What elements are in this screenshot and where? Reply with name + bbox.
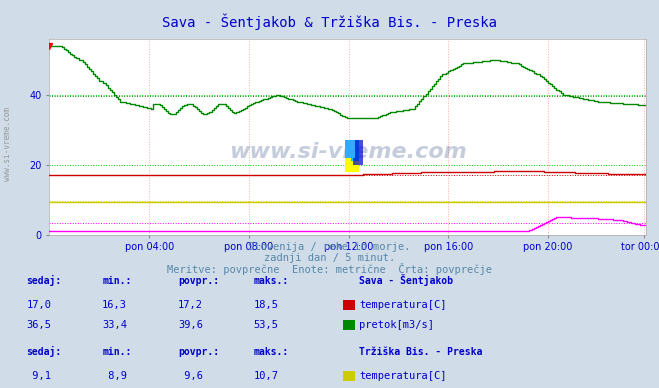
Text: 33,4: 33,4 [102, 320, 127, 330]
Text: min.:: min.: [102, 346, 132, 357]
Text: 53,5: 53,5 [254, 320, 279, 330]
Bar [345, 140, 355, 158]
Text: 36,5: 36,5 [26, 320, 51, 330]
Bar [353, 140, 363, 165]
Text: www.si-vreme.com: www.si-vreme.com [3, 107, 13, 180]
Text: sedaj:: sedaj: [26, 275, 61, 286]
Text: 18,5: 18,5 [254, 300, 279, 310]
Text: min.:: min.: [102, 276, 132, 286]
Bar [345, 140, 359, 172]
Text: temperatura[C]: temperatura[C] [359, 300, 447, 310]
Text: 16,3: 16,3 [102, 300, 127, 310]
Text: maks.:: maks.: [254, 276, 289, 286]
Text: pretok[m3/s]: pretok[m3/s] [359, 320, 434, 330]
Text: 39,6: 39,6 [178, 320, 203, 330]
Bar [351, 140, 359, 161]
Text: povpr.:: povpr.: [178, 276, 219, 286]
Text: 8,9: 8,9 [102, 371, 127, 381]
Text: Tržiška Bis. - Preska: Tržiška Bis. - Preska [359, 346, 482, 357]
Text: 10,7: 10,7 [254, 371, 279, 381]
Text: maks.:: maks.: [254, 346, 289, 357]
Text: zadnji dan / 5 minut.: zadnji dan / 5 minut. [264, 253, 395, 263]
Text: 9,1: 9,1 [26, 371, 51, 381]
Text: povpr.:: povpr.: [178, 346, 219, 357]
Text: 9,6: 9,6 [178, 371, 203, 381]
Text: Slovenija / reke in morje.: Slovenija / reke in morje. [248, 242, 411, 253]
Text: 17,0: 17,0 [26, 300, 51, 310]
Text: Meritve: povprečne  Enote: metrične  Črta: povprečje: Meritve: povprečne Enote: metrične Črta:… [167, 263, 492, 275]
Text: temperatura[C]: temperatura[C] [359, 371, 447, 381]
Text: Sava - Šentjakob: Sava - Šentjakob [359, 274, 453, 286]
Text: sedaj:: sedaj: [26, 346, 61, 357]
Text: www.si-vreme.com: www.si-vreme.com [229, 142, 467, 163]
Text: Sava - Šentjakob & Tržiška Bis. - Preska: Sava - Šentjakob & Tržiška Bis. - Preska [162, 14, 497, 30]
Text: 17,2: 17,2 [178, 300, 203, 310]
